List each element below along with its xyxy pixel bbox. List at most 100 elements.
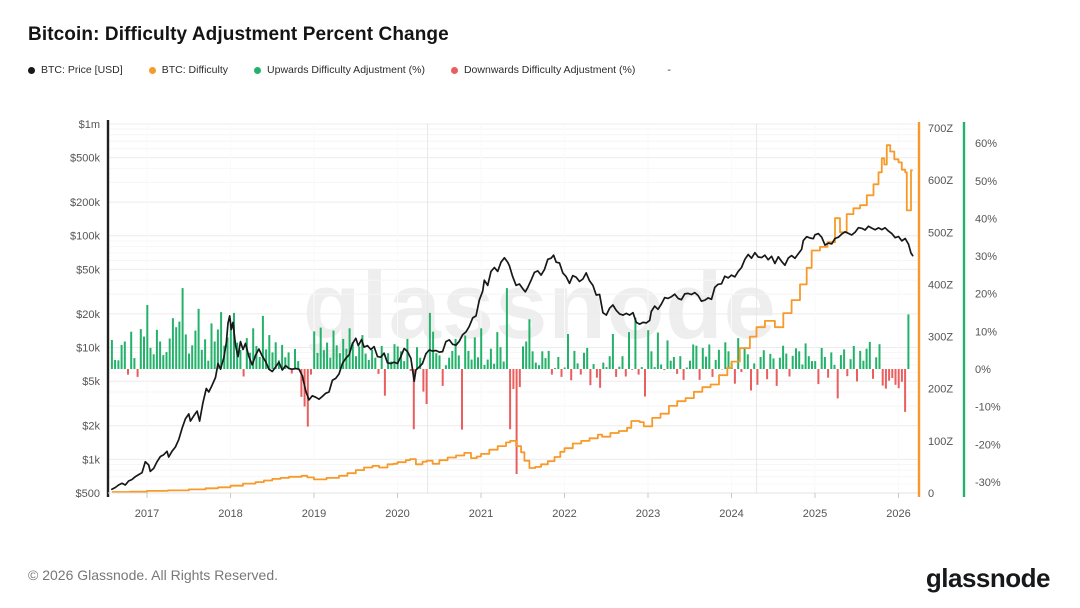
difficulty-line bbox=[111, 144, 913, 493]
up-adjustment-bar bbox=[233, 312, 235, 369]
down-adjustment-bar bbox=[637, 369, 640, 375]
up-adjustment-bar bbox=[117, 360, 120, 369]
down-adjustment-bar bbox=[872, 369, 874, 379]
up-adjustment-bar bbox=[849, 359, 852, 369]
down-adjustment-bar bbox=[518, 369, 521, 388]
x-axis-tick-label: 2025 bbox=[803, 508, 827, 520]
price-axis-tick-label: $200k bbox=[70, 197, 100, 209]
up-adjustment-bar bbox=[567, 334, 569, 369]
legend-item-upwards-adjustment[interactable]: Upwards Difficulty Adjustment (%) bbox=[254, 64, 425, 76]
down-adjustment-bar bbox=[290, 369, 293, 374]
price-axis-tick-label: $1k bbox=[82, 454, 100, 466]
down-adjustment-bar bbox=[425, 369, 428, 404]
glassnode-watermark: glassnode bbox=[303, 253, 777, 358]
percent-axis-tick-label: 60% bbox=[975, 138, 997, 150]
up-adjustment-bar bbox=[538, 365, 540, 369]
up-adjustment-bar bbox=[531, 351, 534, 369]
legend-item-price[interactable]: BTC: Price [USD] bbox=[28, 64, 123, 76]
up-adjustment-bar bbox=[367, 360, 370, 369]
up-adjustment-bar bbox=[287, 352, 290, 369]
down-adjustment-bar bbox=[560, 369, 563, 377]
down-adjustment-bar bbox=[579, 369, 582, 375]
up-adjustment-bar bbox=[804, 343, 807, 369]
percent-axis-tick-label: 0% bbox=[975, 364, 991, 376]
up-adjustment-bar bbox=[149, 347, 152, 369]
down-adjustment-bar bbox=[624, 369, 627, 377]
up-adjustment-bar bbox=[361, 335, 364, 369]
up-adjustment-bar bbox=[252, 328, 255, 369]
up-adjustment-bar bbox=[277, 360, 280, 369]
up-adjustment-bar bbox=[820, 347, 823, 369]
up-adjustment-bar bbox=[814, 361, 817, 369]
up-adjustment-bar bbox=[554, 367, 557, 369]
up-adjustment-bar bbox=[226, 337, 229, 369]
down-adjustment-bar bbox=[599, 369, 602, 388]
up-adjustment-bar bbox=[319, 327, 322, 369]
up-adjustment-bar bbox=[178, 321, 181, 369]
legend-item-downwards-adjustment[interactable]: Downwards Difficulty Adjustment (%) bbox=[450, 64, 635, 76]
price-line bbox=[111, 225, 914, 491]
up-adjustment-bar bbox=[268, 335, 271, 369]
up-adjustment-bar bbox=[467, 350, 470, 369]
legend-item-difficulty[interactable]: BTC: Difficulty bbox=[148, 64, 229, 76]
up-adjustment-bar bbox=[335, 345, 338, 369]
difficulty-axis-tick-label: 100Z bbox=[928, 436, 953, 448]
up-adjustment-bar bbox=[364, 353, 367, 369]
up-adjustment-bar bbox=[534, 362, 537, 369]
page-title: Bitcoin: Difficulty Adjustment Percent C… bbox=[28, 24, 449, 45]
percent-axis-tick-label: -20% bbox=[975, 439, 1001, 451]
up-adjustment-bar bbox=[444, 365, 447, 369]
up-adjustment-bar bbox=[823, 357, 826, 369]
legend-label: BTC: Price [USD] bbox=[41, 64, 123, 76]
down-adjustment-bar bbox=[644, 369, 646, 397]
up-adjustment-bar bbox=[695, 345, 698, 369]
down-adjustment-bar bbox=[894, 369, 897, 385]
up-adjustment-bar bbox=[110, 340, 113, 369]
up-adjustment-bar bbox=[669, 360, 672, 369]
percent-axis-tick-label: 40% bbox=[975, 213, 997, 225]
up-adjustment-bar bbox=[496, 332, 499, 369]
up-adjustment-bar bbox=[229, 323, 232, 369]
up-adjustment-bar bbox=[785, 353, 788, 369]
up-adjustment-bar bbox=[875, 357, 878, 369]
up-adjustment-bar bbox=[438, 355, 441, 369]
up-adjustment-bar bbox=[168, 338, 171, 369]
down-adjustment-bar bbox=[682, 369, 685, 380]
difficulty-axis-tick-label: 0 bbox=[928, 488, 934, 500]
up-adjustment-bar bbox=[573, 350, 576, 369]
up-adjustment-bar bbox=[486, 359, 489, 369]
up-adjustment-bar bbox=[692, 344, 695, 369]
down-adjustment-bar bbox=[888, 369, 891, 381]
difficulty-dot-icon bbox=[148, 66, 156, 74]
percent-axis-tick-label: 20% bbox=[975, 289, 997, 301]
up-adjustment-bar bbox=[197, 308, 200, 369]
difficulty-axis-tick-label: 300Z bbox=[928, 332, 953, 344]
up-adjustment-bar bbox=[791, 355, 794, 369]
up-adjustment-bar bbox=[313, 331, 316, 369]
down-adjustment-bar bbox=[589, 369, 592, 386]
up-adjustment-bar bbox=[294, 349, 296, 369]
legend-label: BTC: Difficulty bbox=[161, 64, 229, 76]
up-adjustment-bar bbox=[528, 319, 531, 369]
down-adjustment-bar bbox=[412, 369, 415, 430]
up-adjustment-bar bbox=[133, 358, 136, 369]
down-adjustment-bar bbox=[441, 369, 444, 386]
up-adjustment-bar bbox=[220, 312, 223, 369]
up-adjustment-bar bbox=[525, 341, 528, 369]
up-adjustment-bar bbox=[811, 361, 813, 369]
up-adjustment-bar bbox=[843, 349, 846, 369]
price-axis-tick-label: $50k bbox=[76, 264, 100, 276]
legend-extra-dash: - bbox=[667, 64, 671, 76]
percent-axis-tick-label: 50% bbox=[975, 176, 997, 188]
up-adjustment-bar bbox=[833, 364, 836, 369]
up-adjustment-bar bbox=[705, 356, 707, 369]
up-adjustment-bar bbox=[400, 351, 402, 369]
glassnode-logo[interactable]: glassnode bbox=[925, 563, 1051, 593]
down-adjustment-bar bbox=[775, 369, 778, 386]
up-adjustment-bar bbox=[611, 334, 614, 369]
up-adjustment-bar bbox=[480, 328, 483, 369]
up-adjustment-bar bbox=[194, 330, 197, 369]
up-adjustment-bar bbox=[338, 353, 341, 369]
up-adjustment-bar bbox=[200, 349, 203, 369]
